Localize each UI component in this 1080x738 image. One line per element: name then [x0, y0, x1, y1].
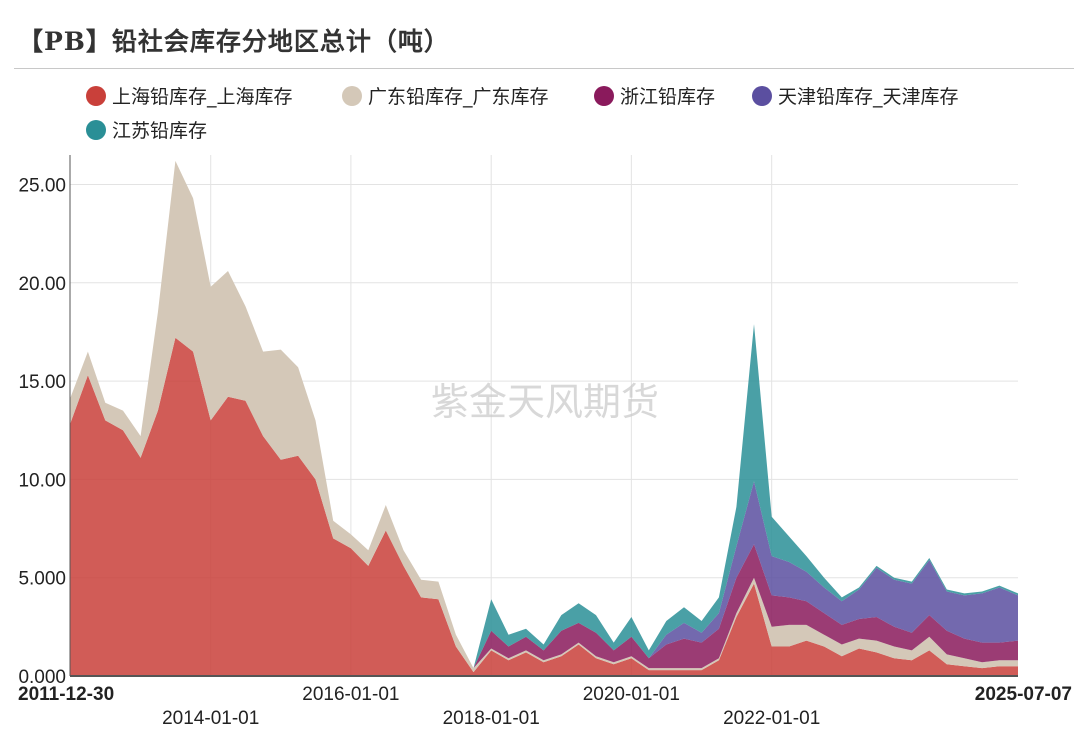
- legend-item-zhejiang[interactable]: 浙江铅库存: [594, 82, 715, 109]
- area-series-3: [70, 160, 1018, 669]
- y-tick-label: 5.000: [18, 569, 66, 590]
- x-tick-label: 2025-07-07: [975, 684, 1072, 705]
- area-series-4: [70, 160, 1018, 669]
- y-tick-label: 0.000: [18, 667, 66, 688]
- x-tick-label: 2020-01-01: [583, 684, 680, 705]
- legend-item-guangdong[interactable]: 广东铅库存_广东库存: [342, 82, 549, 109]
- y-tick-label: 10.00: [18, 470, 66, 491]
- legend-item-jiangsu[interactable]: 江苏铅库存: [86, 116, 207, 143]
- area-series-1: [70, 160, 1018, 673]
- chart-title: 【PB】铅社会库存分地区总计（吨）: [18, 27, 450, 56]
- watermark-text: 紫金天风期货: [431, 380, 659, 424]
- legend-swatch-tianjin: [752, 85, 772, 106]
- legend-swatch-guangdong: [342, 85, 362, 106]
- title-divider: [14, 68, 1074, 69]
- x-tick-label: 2022-01-01: [723, 708, 820, 729]
- x-tick-label: 2018-01-01: [443, 708, 540, 729]
- legend-swatch-zhejiang: [594, 85, 614, 106]
- legend-label-guangdong: 广东铅库存_广东库存: [368, 86, 549, 108]
- x-tick-label: 2011-12-30: [18, 684, 114, 705]
- legend-item-tianjin[interactable]: 天津铅库存_天津库存: [752, 82, 959, 109]
- y-tick-label: 20.00: [18, 274, 66, 295]
- legend-label-jiangsu: 江苏铅库存: [112, 120, 208, 142]
- legend-item-shanghai[interactable]: 上海铅库存_上海库存: [86, 82, 293, 109]
- legend-label-shanghai: 上海铅库存_上海库存: [112, 86, 293, 108]
- x-tick-label: 2014-01-01: [162, 708, 259, 729]
- legend-label-tianjin: 天津铅库存_天津库存: [778, 86, 959, 108]
- y-tick-label: 15.00: [18, 372, 66, 393]
- legend-label-zhejiang: 浙江铅库存: [620, 86, 716, 108]
- legend-swatch-jiangsu: [86, 119, 106, 140]
- legend-swatch-shanghai: [86, 85, 106, 106]
- x-tick-label: 2016-01-01: [302, 684, 399, 705]
- area-series-0: [70, 337, 1018, 676]
- y-tick-label: 25.00: [18, 175, 66, 196]
